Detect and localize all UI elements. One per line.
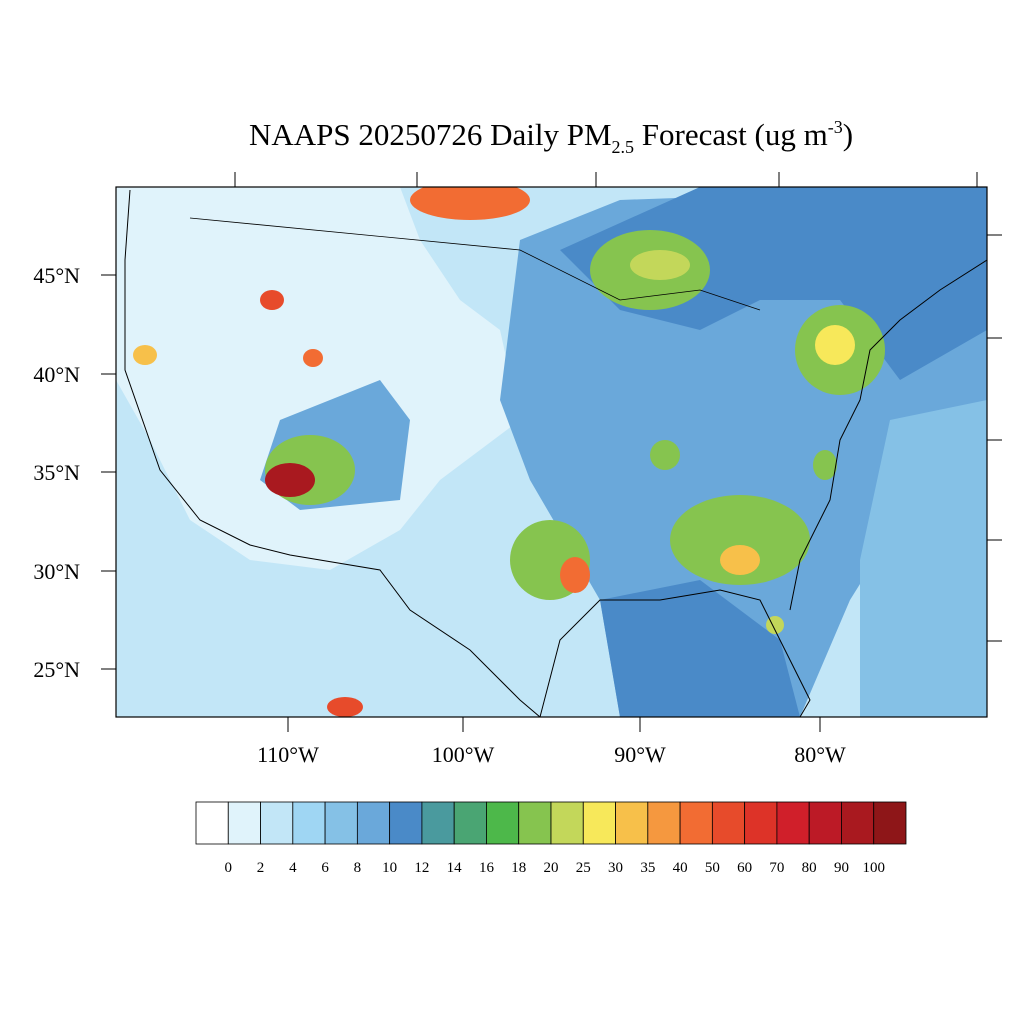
colorbar-box — [421, 801, 455, 845]
colorbar-box — [453, 801, 487, 845]
axis-labels: 45°N 40°N 35°N 30°N 25°N 110°W 100°W 90°W 80°W — [33, 263, 846, 767]
colorbar-box — [324, 801, 358, 845]
colorbar-box — [195, 801, 229, 845]
frame-ticks — [101, 172, 1002, 732]
map-frame — [115, 186, 988, 718]
colorbar-label: 6 — [321, 860, 329, 876]
colorbar-box — [873, 801, 907, 845]
lat-label: 35°N — [33, 460, 80, 485]
colorbar-label: 100 — [862, 860, 885, 876]
lat-label: 25°N — [33, 657, 80, 682]
colorbar-box — [486, 801, 520, 845]
colorbar-label: 90 — [834, 860, 849, 876]
colorbar-box — [776, 801, 810, 845]
colorbar-label: 0 — [225, 860, 233, 876]
colorbar-box — [292, 801, 326, 845]
colorbar-box — [227, 801, 261, 845]
colorbar-label: 80 — [802, 860, 817, 876]
title-superscript: -3 — [828, 117, 843, 137]
colorbar-box — [711, 801, 746, 845]
colorbar-box — [550, 801, 584, 845]
colorbar-box — [615, 801, 649, 845]
colorbar-label: 20 — [544, 860, 559, 876]
colorbar-box — [808, 801, 842, 845]
colorbar-label: 60 — [737, 860, 752, 876]
colorbar-label: 70 — [769, 860, 784, 876]
colorbar-box — [582, 801, 616, 845]
lon-label: 90°W — [614, 742, 666, 767]
colorbar-box — [679, 801, 713, 845]
colorbar-label: 4 — [289, 860, 297, 876]
title-main: NAAPS 20250726 Daily PM — [249, 117, 612, 152]
colorbar-box — [356, 801, 391, 845]
colorbar-label: 18 — [511, 860, 526, 876]
colorbar-label: 25 — [576, 860, 591, 876]
colorbar-box — [260, 801, 294, 845]
colorbar-label: 10 — [382, 860, 397, 876]
title-middle: Forecast (ug m — [634, 117, 828, 152]
colorbar-label: 35 — [640, 860, 655, 876]
map-field — [116, 187, 987, 717]
colorbar-box — [518, 801, 552, 845]
lat-label: 30°N — [33, 559, 80, 584]
title-end: ) — [843, 117, 853, 152]
colorbar-label: 40 — [673, 860, 688, 876]
colorbar-label: 30 — [608, 860, 623, 876]
lat-label: 40°N — [33, 362, 80, 387]
colorbar-box — [389, 801, 423, 845]
colorbar-box — [647, 801, 681, 845]
lon-label: 100°W — [432, 742, 495, 767]
colorbar: 0 2 4 6 8 10 12 14 16 18 20 25 30 35 40 50 60 70 80 90 100 — [195, 801, 907, 876]
colorbar-label: 2 — [257, 860, 265, 876]
lon-label: 110°W — [257, 742, 319, 767]
colorbar-label: 8 — [354, 860, 362, 876]
colorbar-label: 14 — [447, 860, 463, 876]
colorbar-label: 12 — [414, 860, 429, 876]
colorbar-box — [841, 801, 875, 845]
title-subscript: 2.5 — [612, 137, 635, 157]
colorbar-label: 16 — [479, 860, 495, 876]
lon-label: 80°W — [794, 742, 846, 767]
colorbar-box — [744, 801, 778, 845]
lat-label: 45°N — [33, 263, 80, 288]
colorbar-label: 50 — [705, 860, 720, 876]
title: NAAPS 20250726 Daily PM2.5 Forecast (ug … — [249, 117, 853, 157]
